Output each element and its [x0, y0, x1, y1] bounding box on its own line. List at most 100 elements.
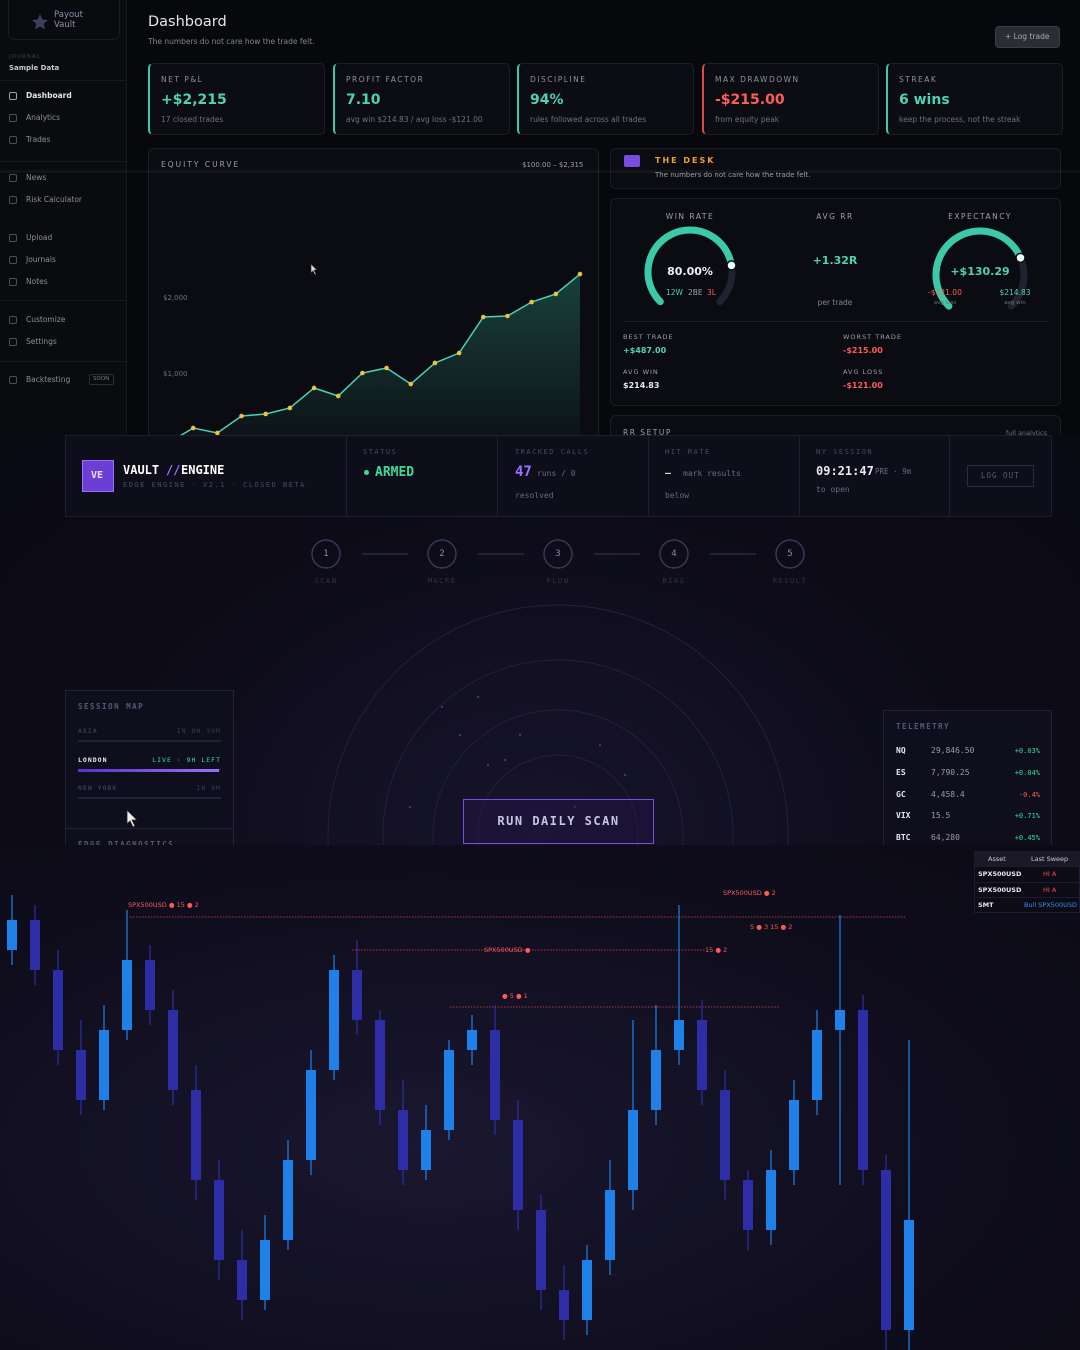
page-title: Dashboard	[148, 13, 227, 30]
equity-area	[181, 274, 580, 435]
nav-item[interactable]: Backtesting	[26, 375, 71, 385]
nav-item[interactable]: Upload	[26, 233, 53, 243]
trade-stat-value: +$487.00	[623, 346, 667, 355]
rr-card	[610, 415, 1061, 435]
candle-body	[812, 1030, 822, 1100]
wins: 12W	[666, 288, 683, 298]
candle-body	[191, 1090, 201, 1180]
session-note: to open	[816, 485, 850, 494]
y-tick-label: $1,000	[163, 370, 188, 378]
nav-item[interactable]: Risk Calculator	[26, 195, 83, 205]
engine-name: VAULT	[123, 463, 160, 477]
journal-name: Sample Data	[9, 63, 60, 72]
trade-stat-value: -$121.00	[843, 381, 883, 390]
log-trade-button	[995, 26, 1060, 48]
radar-ring	[382, 659, 734, 845]
session-phase: PRE · 9m	[875, 467, 912, 477]
table-row-line	[974, 882, 1080, 883]
radar-dot	[623, 773, 627, 777]
trade-stat-label: AVG LOSS	[843, 367, 884, 376]
kpi-value: 94%	[530, 92, 564, 108]
sweep-label: SPX500USD ● 2	[723, 889, 776, 897]
nav-icon	[9, 114, 17, 122]
ticker: NQ	[896, 746, 906, 755]
session-name: NEW YORK	[78, 783, 118, 792]
nav-item[interactable]: Settings	[26, 337, 57, 347]
trade-stat-value: -$215.00	[843, 346, 883, 355]
range-label: $100.00 – $2,315	[522, 160, 584, 169]
step-label: BIAS	[662, 576, 686, 585]
table-header: Last Sweep	[1031, 854, 1069, 863]
table-asset: SPX500USD	[978, 869, 1022, 878]
trade-stat-label: WORST TRADE	[843, 332, 903, 341]
min-note: avg loss	[933, 300, 957, 307]
engine-panel: VE VAULT //ENGINE EDGE ENGINE · V2.1 · CLOS…	[0, 435, 1080, 845]
tracked-note: resolved	[515, 491, 554, 500]
hit-rate-note: mark results	[683, 469, 741, 478]
table-row-line	[974, 897, 1080, 898]
candle-body	[835, 1010, 845, 1030]
kpi-label: MAX DRAWDOWN	[715, 75, 800, 85]
ticker-change: -0.4%	[1018, 790, 1040, 799]
kpi-note: 17 closed trades	[161, 115, 224, 125]
logout-label[interactable]: LOG OUT	[981, 471, 1020, 481]
step-label: MACRO	[427, 576, 457, 585]
sweep-label: SPX500USD ● 15 ● 2	[128, 901, 199, 909]
nav-icon	[9, 278, 17, 286]
gauge-knob	[726, 260, 737, 271]
step-label: RESULT	[772, 576, 808, 585]
candle-body	[352, 970, 362, 1020]
candle-body	[145, 960, 155, 1010]
candle-body	[628, 1110, 638, 1190]
diagnostics-title: EDGE DIAGNOSTICS	[78, 840, 175, 845]
max-label: $214.83	[999, 288, 1031, 298]
equity-point	[577, 271, 583, 277]
step-circle	[775, 539, 805, 569]
step-number: 2	[439, 548, 445, 559]
header-label: TRACKED CALLS	[515, 447, 590, 456]
radar-dot	[440, 705, 444, 709]
ticker: VIX	[896, 811, 911, 820]
nav-item[interactable]: Trades	[26, 135, 51, 145]
session-name: LONDON	[78, 755, 108, 764]
rr-note: per trade	[817, 298, 853, 308]
desk-icon	[624, 155, 640, 167]
logout-button	[967, 465, 1034, 487]
header-label: NY SESSION	[816, 447, 874, 456]
header-divider	[497, 435, 498, 517]
cursor	[310, 263, 318, 276]
equity-point	[335, 393, 341, 399]
ticker-price: 64,280	[931, 833, 960, 842]
rr-link[interactable]: full analytics	[1005, 429, 1047, 435]
log-trade-label[interactable]: + Log trade	[1005, 32, 1050, 42]
nav-item[interactable]: News	[26, 173, 47, 183]
nav-item[interactable]: Notes	[26, 277, 48, 287]
nav-item[interactable]: Journals	[26, 255, 56, 265]
table-header: Asset	[988, 854, 1006, 863]
candle-body	[881, 1170, 891, 1330]
sweep-label: 5 ● 3 15 ● 2	[750, 923, 792, 931]
ticker-change: +0.71%	[1014, 811, 1040, 820]
badge: SOON	[93, 376, 110, 383]
gauge-knob	[1015, 252, 1026, 264]
status-dot	[364, 470, 369, 475]
step-number: 5	[787, 548, 793, 559]
table-sweep: HI A	[1043, 885, 1057, 894]
ticker: GC	[896, 790, 906, 799]
session-progress	[78, 769, 219, 772]
kpi-card	[148, 63, 325, 135]
kpi-value: -$215.00	[715, 92, 785, 108]
equity-point	[432, 360, 438, 366]
radar-dot	[503, 758, 507, 762]
radar-ring	[327, 604, 789, 845]
brand-svg	[32, 14, 48, 30]
table-sweep: HI A	[1043, 869, 1057, 878]
candle-body	[398, 1110, 408, 1170]
radar-dot	[518, 733, 522, 737]
nav-item[interactable]: Customize	[26, 315, 66, 325]
nav-item[interactable]: Dashboard	[26, 91, 72, 101]
nav-icon	[9, 256, 17, 264]
candle-body	[7, 920, 17, 950]
scan-label[interactable]: RUN DAILY SCAN	[497, 814, 620, 828]
nav-item[interactable]: Analytics	[26, 113, 61, 123]
